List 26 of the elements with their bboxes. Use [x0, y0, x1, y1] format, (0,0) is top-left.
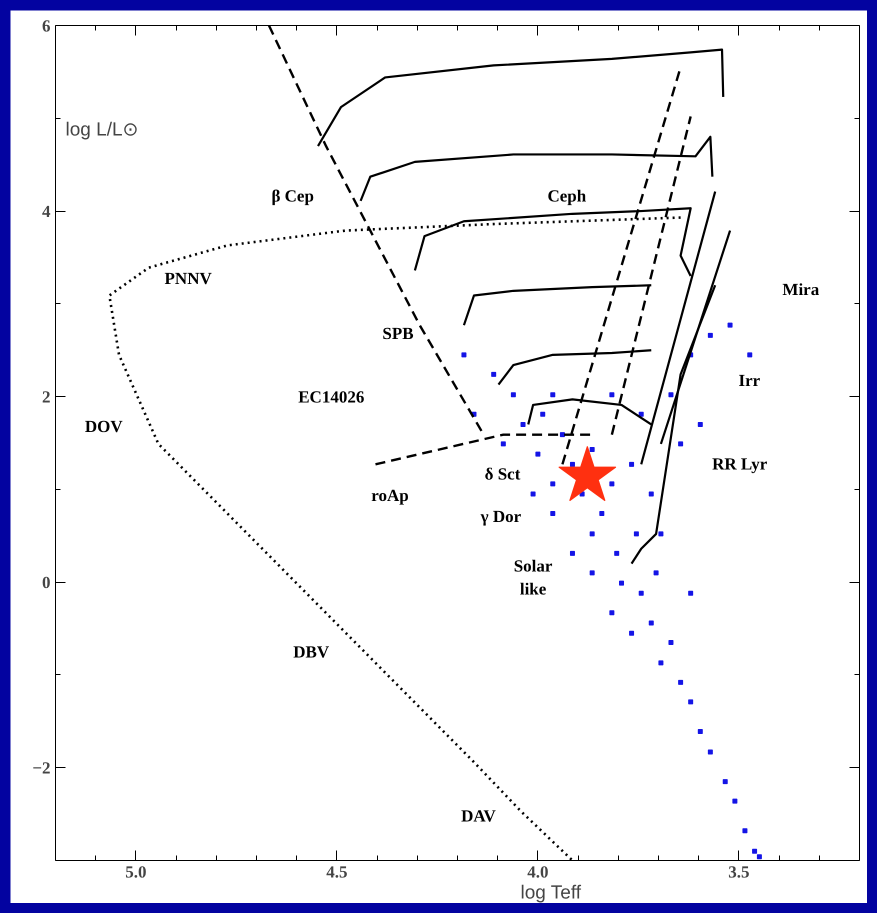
annotation: DOV	[84, 416, 124, 436]
annotation: PNNV	[164, 269, 212, 288]
x-axis-title: log Teff	[520, 882, 582, 904]
annotation: Irr	[738, 370, 761, 390]
y-tick-label: 2	[42, 388, 50, 407]
annotation: SPB	[382, 324, 414, 344]
annotation: RR Lyr	[712, 454, 768, 474]
annotation: DBV	[293, 642, 330, 662]
annotation: β Cep	[271, 186, 314, 206]
x-tick-label: 5.0	[125, 862, 147, 882]
annotation: δ Sct	[484, 464, 521, 484]
annotation: roAp	[371, 486, 409, 506]
y-tick-label: 4	[42, 202, 51, 222]
y-tick-label: −2	[32, 758, 50, 778]
x-tick-label: 4.0	[527, 862, 549, 882]
x-tick-label: 4.5	[326, 862, 348, 882]
annotation: Mira	[782, 280, 820, 299]
annotation: Ceph	[547, 186, 587, 206]
y-axis-title: log L/L⊙	[66, 120, 139, 140]
annotation: DAV	[461, 806, 496, 826]
annotation: γ Dor	[480, 506, 522, 526]
y-tick-label: 0	[42, 573, 50, 592]
annotation: EC14026	[298, 388, 364, 407]
y-tick-label: 6	[42, 16, 50, 36]
x-tick-label: 3.5	[728, 862, 750, 882]
annotation: Solar like	[514, 556, 553, 598]
